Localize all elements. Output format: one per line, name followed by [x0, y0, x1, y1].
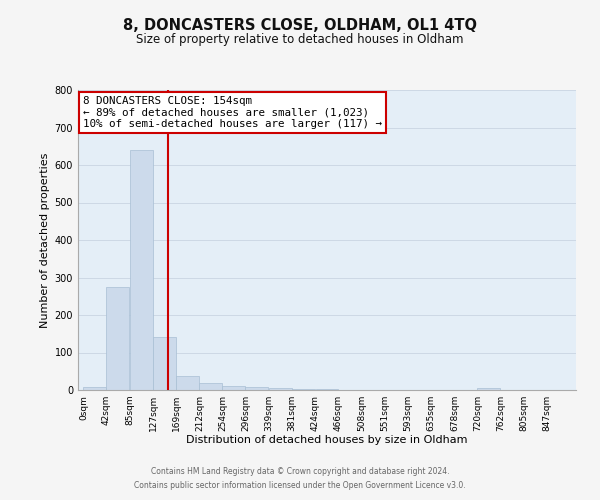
Bar — [269, 388, 292, 390]
Bar — [199, 382, 223, 390]
Bar — [130, 150, 153, 390]
Bar — [292, 389, 315, 390]
Text: 8, DONCASTERS CLOSE, OLDHAM, OL1 4TQ: 8, DONCASTERS CLOSE, OLDHAM, OL1 4TQ — [123, 18, 477, 32]
Y-axis label: Number of detached properties: Number of detached properties — [40, 152, 50, 328]
Bar — [153, 337, 176, 390]
Text: Size of property relative to detached houses in Oldham: Size of property relative to detached ho… — [136, 32, 464, 46]
Text: 8 DONCASTERS CLOSE: 154sqm
← 89% of detached houses are smaller (1,023)
10% of s: 8 DONCASTERS CLOSE: 154sqm ← 89% of deta… — [83, 96, 382, 129]
Bar — [316, 389, 338, 390]
Bar — [478, 388, 500, 390]
X-axis label: Distribution of detached houses by size in Oldham: Distribution of detached houses by size … — [186, 436, 468, 446]
Bar — [106, 287, 130, 390]
Bar — [83, 387, 106, 390]
Text: Contains HM Land Registry data © Crown copyright and database right 2024.: Contains HM Land Registry data © Crown c… — [151, 467, 449, 476]
Bar — [223, 386, 245, 390]
Bar — [176, 376, 199, 390]
Text: Contains public sector information licensed under the Open Government Licence v3: Contains public sector information licen… — [134, 481, 466, 490]
Bar — [245, 386, 268, 390]
